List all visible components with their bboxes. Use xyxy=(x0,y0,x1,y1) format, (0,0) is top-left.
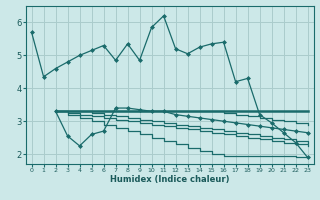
X-axis label: Humidex (Indice chaleur): Humidex (Indice chaleur) xyxy=(110,175,229,184)
